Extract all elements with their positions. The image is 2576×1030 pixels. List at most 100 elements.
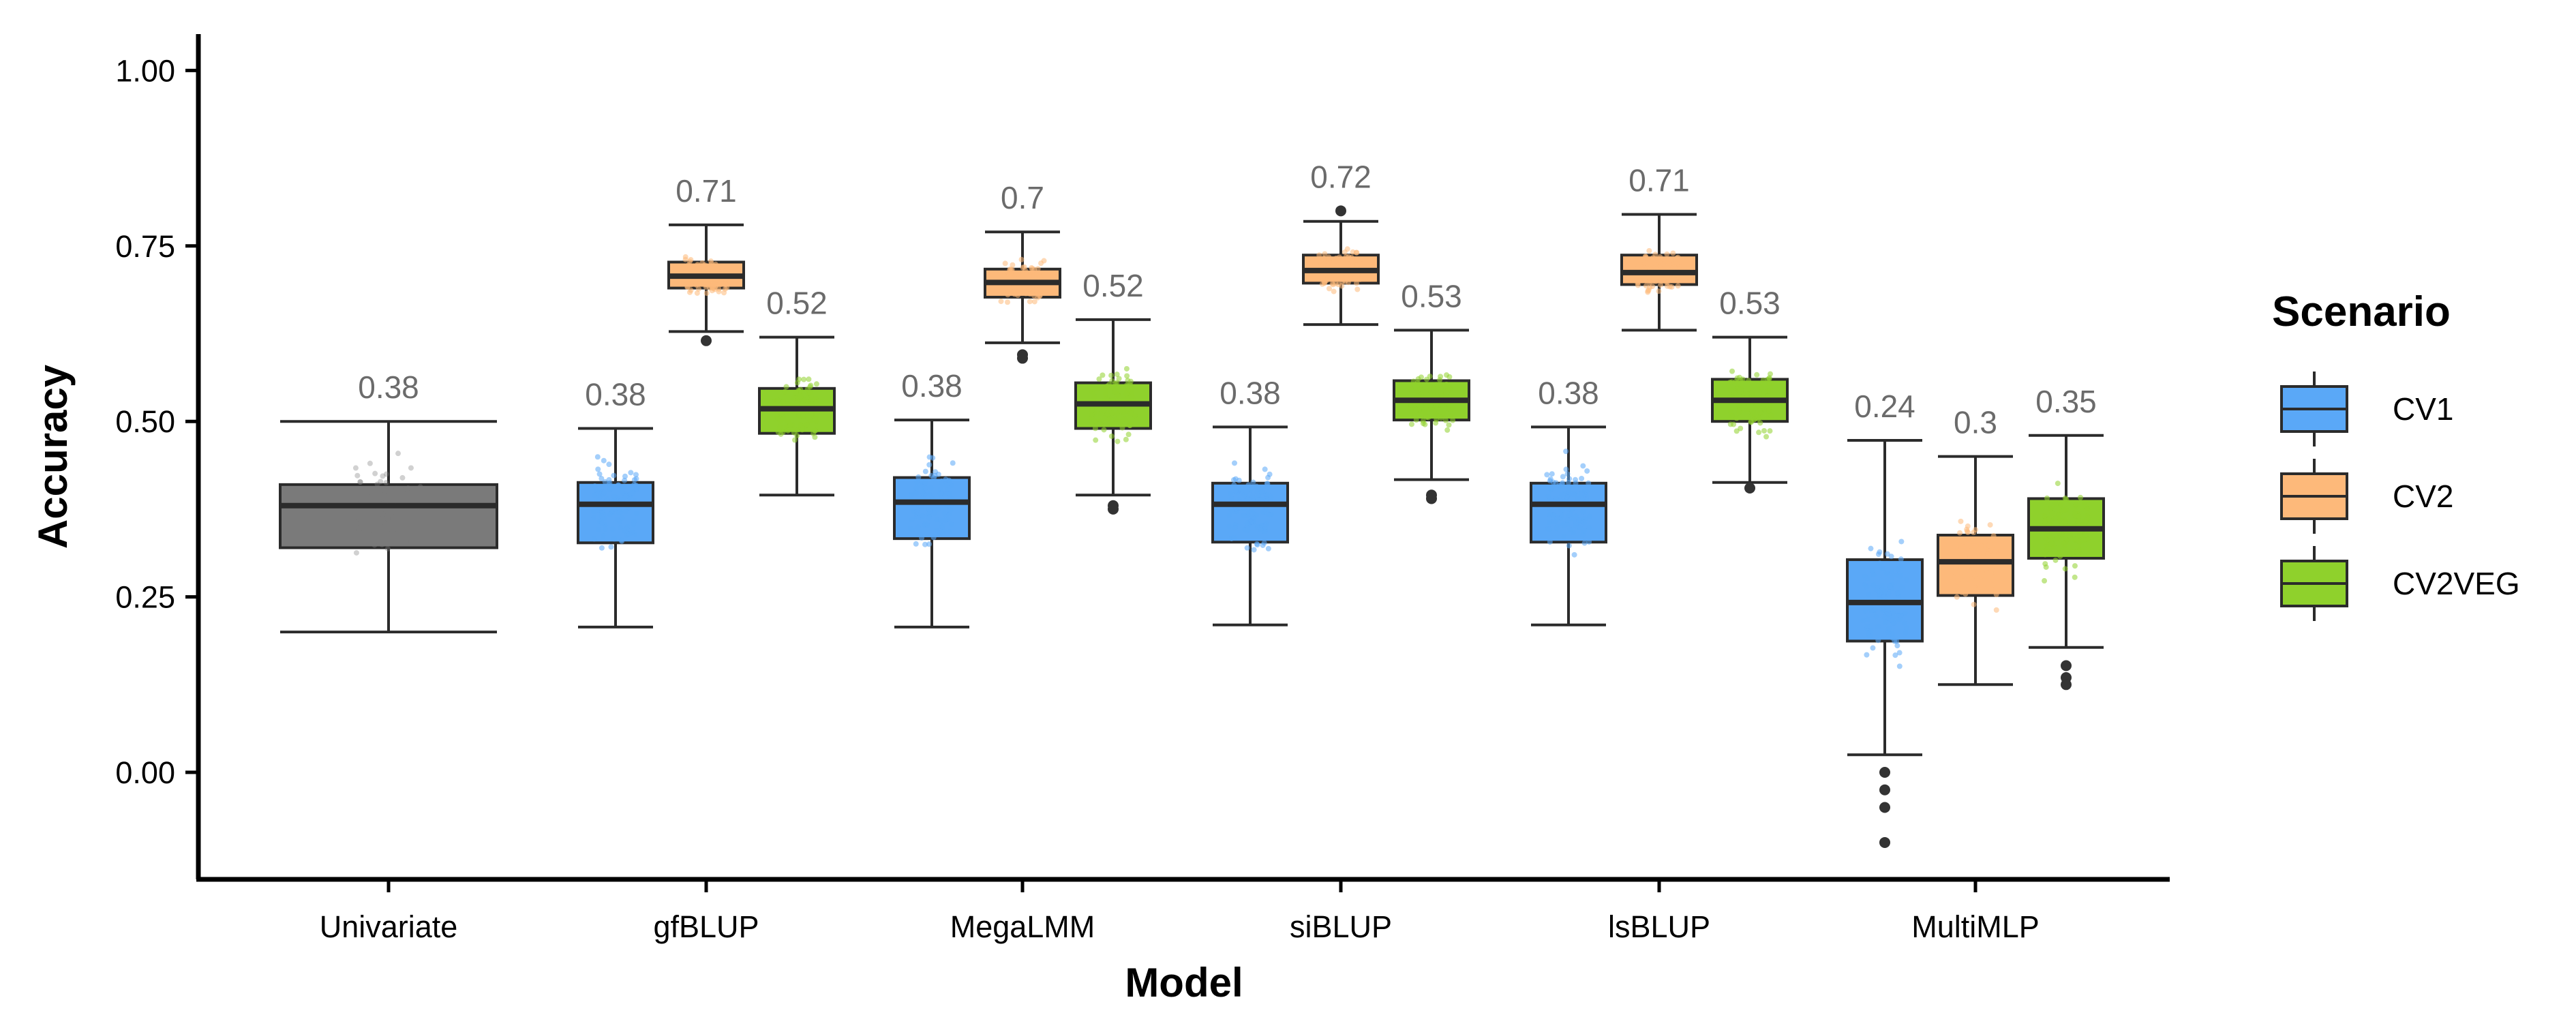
jitter-point <box>1766 376 1772 382</box>
jitter-point <box>1433 420 1439 426</box>
jitter-point <box>1089 412 1095 418</box>
jitter-point <box>808 411 814 417</box>
jitter-point <box>1329 263 1335 269</box>
x-axis-title: Model <box>1125 960 1243 1005</box>
jitter-point <box>1641 265 1648 271</box>
jitter-point <box>1244 545 1250 551</box>
jitter-point <box>393 511 399 517</box>
jitter-point <box>403 519 409 525</box>
jitter-point <box>382 511 389 517</box>
legend: Scenario CV1 CV2 CV2VEG <box>2272 288 2520 621</box>
jitter-point <box>2048 550 2054 556</box>
jitter-point <box>926 506 933 512</box>
jitter-point <box>1993 592 1999 598</box>
jitter-point <box>1981 573 1987 579</box>
jitter-point <box>1670 250 1676 256</box>
jitter-point <box>361 514 367 520</box>
jitter-point <box>1444 427 1451 433</box>
jitter-point <box>1031 299 1037 305</box>
jitter-point <box>926 515 932 521</box>
jitter-point <box>806 376 812 382</box>
jitter-point <box>601 457 607 464</box>
jitter-point <box>1971 547 1978 553</box>
jitter-point <box>2057 554 2063 560</box>
jitter-point <box>928 472 935 479</box>
jitter-point <box>948 521 954 528</box>
jitter-point <box>383 471 389 477</box>
median-label: 0.38 <box>585 376 646 412</box>
jitter-point <box>998 299 1004 305</box>
jitter-point <box>1259 489 1265 496</box>
jitter-point <box>1264 481 1270 487</box>
box-group: 0.38 <box>893 368 971 628</box>
jitter-point <box>1450 417 1456 423</box>
jitter-point <box>1245 509 1252 515</box>
legend-key-cv1: CV1 <box>2280 372 2453 446</box>
jitter-point <box>1227 490 1233 496</box>
jitter-point <box>798 422 804 428</box>
jitter-point <box>2073 502 2079 508</box>
jitter-point <box>1580 495 1586 501</box>
box-group: 0.71 <box>1620 162 1698 332</box>
jitter-point <box>1881 594 1888 600</box>
jitter-point <box>1899 584 1905 590</box>
jitter-point <box>1544 472 1550 478</box>
jitter-point <box>716 264 723 270</box>
outlier-point <box>2061 660 2072 671</box>
jitter-point <box>1898 613 1904 619</box>
jitter-point <box>416 507 422 513</box>
jitter-point <box>721 290 727 296</box>
median-label: 0.52 <box>766 286 828 321</box>
jitter-point <box>1663 264 1669 270</box>
jitter-point <box>1123 391 1130 397</box>
jitter-point <box>1889 575 1895 581</box>
legend-label: CV2VEG <box>2393 566 2520 601</box>
jitter-point <box>782 389 788 395</box>
jitter-point <box>378 488 384 494</box>
jitter-point <box>1867 633 1873 639</box>
jitter-point <box>950 460 956 466</box>
jitter-point <box>1033 287 1039 293</box>
jitter-point <box>1353 249 1359 256</box>
jitter-point <box>1870 572 1877 578</box>
jitter-point <box>792 437 798 443</box>
jitter-point <box>1245 496 1252 502</box>
jitter-point <box>382 515 388 521</box>
jitter-point <box>1580 509 1586 515</box>
jitter-point <box>696 277 702 284</box>
jitter-point <box>2063 496 2070 502</box>
jitter-point <box>1108 433 1115 439</box>
jitter-point <box>1331 288 1337 294</box>
jitter-point <box>779 410 785 416</box>
jitter-point <box>2048 541 2055 547</box>
jitter-point <box>599 520 605 526</box>
jitter-point <box>938 486 944 492</box>
jitter-point <box>945 486 951 492</box>
jitter-point <box>1230 477 1237 483</box>
jitter-point <box>908 493 914 499</box>
jitter-point <box>624 493 630 499</box>
jitter-point <box>594 454 601 460</box>
jitter-point <box>357 479 363 485</box>
jitter-point <box>633 486 639 492</box>
jitter-point <box>404 528 410 534</box>
jitter-point <box>1124 373 1130 379</box>
jitter-point <box>1262 529 1268 535</box>
jitter-point <box>1089 421 1095 427</box>
jitter-point <box>606 482 612 488</box>
jitter-point <box>939 530 945 536</box>
jitter-point <box>1121 396 1127 402</box>
jitter-point <box>416 535 423 541</box>
jitter-point <box>384 546 391 552</box>
jitter-point <box>2066 550 2072 556</box>
outlier-point <box>1879 802 1890 813</box>
jitter-point <box>1959 539 1965 545</box>
jitter-point <box>352 519 359 526</box>
jitter-point <box>1957 530 1963 536</box>
jitter-point <box>1864 623 1870 629</box>
jitter-point <box>408 465 414 471</box>
jitter-point <box>1650 284 1656 290</box>
jitter-point <box>1096 376 1102 382</box>
jitter-point <box>1115 393 1121 399</box>
jitter-point <box>616 509 622 515</box>
